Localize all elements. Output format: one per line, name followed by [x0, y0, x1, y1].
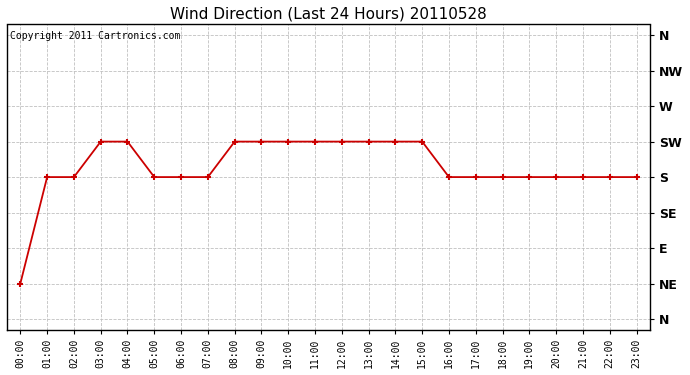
Text: Copyright 2011 Cartronics.com: Copyright 2011 Cartronics.com: [10, 31, 181, 40]
Title: Wind Direction (Last 24 Hours) 20110528: Wind Direction (Last 24 Hours) 20110528: [170, 7, 487, 22]
